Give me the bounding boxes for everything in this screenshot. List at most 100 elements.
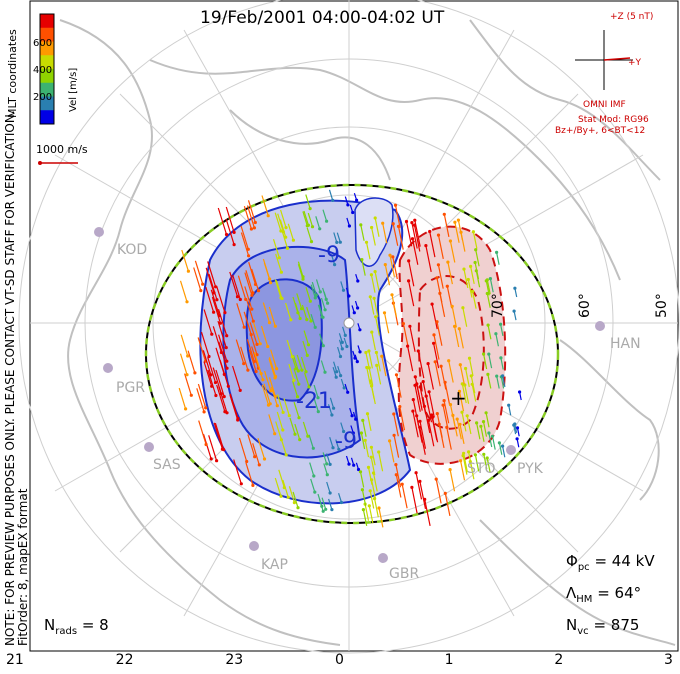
- velocity-vector: [320, 297, 326, 310]
- velocity-vector-origin: [507, 403, 511, 407]
- velocity-vector: [480, 426, 485, 442]
- velocity-vector: [367, 467, 373, 485]
- velocity-vector-origin: [308, 207, 312, 211]
- velocity-vector: [274, 212, 282, 232]
- velocity-vector-origin: [469, 374, 473, 378]
- velocity-vector-origin: [235, 295, 240, 299]
- velocity-vector-origin: [246, 368, 250, 372]
- velocity-vector: [394, 205, 401, 228]
- velocity-vector-origin: [222, 372, 226, 376]
- velocity-vector: [208, 435, 218, 461]
- lambda-hm-value: = 64°: [597, 584, 642, 602]
- velocity-vector: [305, 194, 311, 209]
- velocity-vector: [482, 421, 488, 437]
- velocity-vector-origin: [250, 293, 254, 297]
- velocity-vector: [292, 296, 299, 313]
- velocity-vector-origin: [347, 462, 351, 466]
- velocity-vector-origin: [224, 232, 229, 237]
- colorbar-swatch: [40, 96, 54, 111]
- velocity-vector-origin: [394, 373, 399, 377]
- velocity-vector-origin: [199, 289, 203, 293]
- velocity-vector-origin: [215, 298, 219, 302]
- velocity-vector: [460, 232, 466, 252]
- velocity-vector: [318, 499, 324, 512]
- velocity-vector-origin: [394, 463, 398, 467]
- velocity-vector-origin: [486, 323, 490, 327]
- velocity-vector: [272, 239, 280, 258]
- velocity-vector-origin: [273, 324, 277, 328]
- velocity-vector: [329, 437, 334, 448]
- velocity-vector-origin: [289, 318, 293, 322]
- velocity-vector: [472, 291, 477, 309]
- velocity-vector-origin: [364, 350, 368, 355]
- velocity-vector: [460, 460, 466, 481]
- velocity-vector: [300, 356, 307, 372]
- velocity-vector: [218, 341, 228, 369]
- velocity-vector-origin: [321, 344, 325, 348]
- velocity-vector: [443, 214, 450, 238]
- velocity-vector-origin: [375, 363, 379, 367]
- velocity-vector: [261, 384, 270, 406]
- velocity-vector: [401, 484, 408, 509]
- velocity-vector: [287, 223, 294, 241]
- velocity-vector: [440, 366, 447, 390]
- velocity-vector-origin: [266, 214, 270, 218]
- velocity-vector: [240, 232, 250, 256]
- velocity-vector-origin: [369, 273, 373, 277]
- velocity-vector: [257, 438, 266, 460]
- velocity-vector-origin: [308, 299, 312, 303]
- velocity-vector-origin: [360, 258, 364, 262]
- lat-label-60: 60°: [577, 293, 593, 318]
- velocity-vector: [329, 397, 335, 409]
- lat-label-70: 70°: [490, 293, 506, 318]
- potential-max-marker: +: [450, 386, 467, 410]
- lambda-hm-subscript: HM: [576, 594, 593, 605]
- velocity-vector: [360, 224, 365, 241]
- velocity-vector: [302, 211, 308, 226]
- velocity-vector-origin: [351, 210, 355, 215]
- velocity-vector-origin: [314, 293, 318, 297]
- velocity-vector: [370, 447, 376, 466]
- velocity-vector-origin: [255, 342, 259, 346]
- velocity-vector: [198, 420, 207, 445]
- velocity-vector-origin: [453, 220, 457, 224]
- velocity-vector-origin: [236, 416, 240, 421]
- velocity-vector: [277, 213, 284, 232]
- velocity-vector: [419, 427, 426, 455]
- velocity-vector-origin: [392, 433, 396, 437]
- velocity-vector: [264, 370, 272, 391]
- velocity-vector-origin: [415, 414, 419, 418]
- velocity-vector: [488, 432, 493, 448]
- colorbar-swatch: [40, 55, 54, 70]
- velocity-vector: [275, 421, 282, 440]
- velocity-vector: [274, 279, 282, 299]
- velocity-vector-origin: [370, 330, 374, 334]
- velocity-vector-origin: [359, 223, 363, 227]
- velocity-vector-origin: [490, 434, 495, 438]
- hmb-boundary-green: [144, 183, 560, 525]
- velocity-vector-origin: [424, 244, 428, 248]
- velocity-vector: [369, 490, 375, 509]
- velocity-vector: [308, 434, 314, 449]
- velocity-vector-origin: [467, 356, 472, 360]
- velocity-vector: [244, 286, 253, 310]
- velocity-vector-origin: [424, 394, 428, 398]
- velocity-vector-origin: [360, 488, 364, 492]
- velocity-vector-origin: [499, 322, 503, 326]
- velocity-vector-origin: [430, 302, 434, 306]
- velocity-vector-origin: [410, 237, 415, 241]
- velocity-vector-origin: [291, 238, 295, 242]
- velocity-vector-origin: [316, 410, 320, 414]
- velocity-vector-origin: [473, 453, 477, 457]
- velocity-vector-origin: [224, 346, 228, 350]
- velocity-vector-origin: [413, 375, 417, 379]
- velocity-vector: [268, 306, 276, 327]
- velocity-vector: [483, 353, 488, 370]
- velocity-vector-origin: [501, 444, 505, 448]
- velocity-vector-origin: [485, 278, 489, 282]
- velocity-vector: [328, 498, 333, 510]
- n-rads-subscript: rads: [55, 626, 78, 637]
- velocity-vector-origin: [242, 325, 246, 329]
- velocity-vector: [500, 376, 505, 389]
- velocity-vector-origin: [253, 455, 257, 459]
